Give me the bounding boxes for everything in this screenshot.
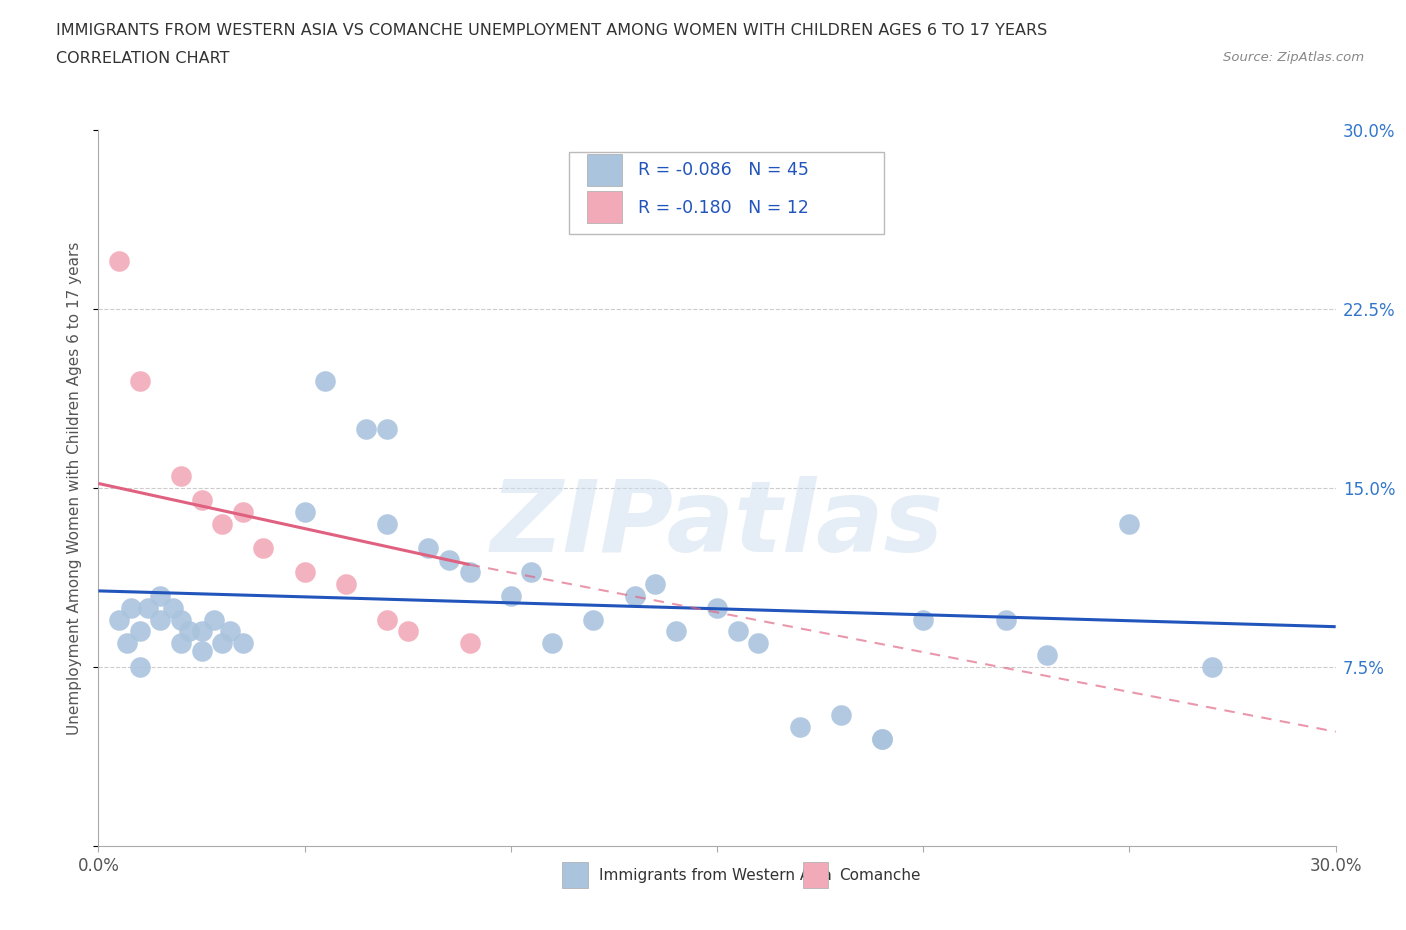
Point (128, 660, 150, 675)
Point (582, 612, 605, 627)
Point (356, 421, 378, 436)
Point (1201, 660, 1223, 675)
Point (541, 636, 564, 651)
Point (179, 624, 201, 639)
Text: Comanche: Comanche (839, 868, 921, 883)
Text: R = -0.180   N = 12: R = -0.180 N = 12 (638, 198, 808, 217)
Point (375, 612, 398, 627)
Point (396, 624, 419, 639)
Point (314, 374, 336, 389)
Point (108, 612, 131, 627)
Point (149, 612, 172, 627)
Point (149, 589, 172, 604)
Point (520, 565, 543, 579)
Point (727, 624, 749, 639)
Text: CORRELATION CHART: CORRELATION CHART (56, 51, 229, 66)
Point (789, 720, 811, 735)
Point (162, 600, 184, 615)
Point (190, 624, 212, 639)
Point (458, 565, 481, 579)
Point (375, 517, 398, 532)
Point (747, 636, 769, 651)
Point (294, 565, 316, 579)
Point (219, 624, 242, 639)
Point (375, 421, 398, 436)
Text: R = -0.086   N = 45: R = -0.086 N = 45 (638, 161, 808, 179)
Point (335, 577, 357, 591)
Point (294, 505, 316, 520)
Text: IMMIGRANTS FROM WESTERN ASIA VS COMANCHE UNEMPLOYMENT AMONG WOMEN WITH CHILDREN : IMMIGRANTS FROM WESTERN ASIA VS COMANCHE… (56, 23, 1047, 38)
Text: Immigrants from Western Asia: Immigrants from Western Asia (599, 868, 832, 883)
FancyBboxPatch shape (588, 191, 621, 223)
Point (830, 708, 852, 723)
Point (108, 254, 131, 269)
Point (128, 374, 150, 389)
Point (1118, 517, 1140, 532)
Point (623, 589, 645, 604)
Point (418, 540, 440, 555)
Text: ZIPatlas: ZIPatlas (491, 475, 943, 573)
Point (128, 624, 150, 639)
FancyBboxPatch shape (588, 153, 621, 186)
Point (458, 636, 481, 651)
Point (870, 732, 893, 747)
Y-axis label: Unemployment Among Women with Children Ages 6 to 17 years: Unemployment Among Women with Children A… (67, 242, 83, 735)
FancyBboxPatch shape (568, 152, 884, 234)
Point (190, 644, 212, 658)
Point (211, 517, 233, 532)
Point (117, 636, 139, 651)
Point (994, 612, 1017, 627)
Point (252, 540, 274, 555)
Point (644, 577, 666, 591)
Point (232, 505, 254, 520)
Point (211, 636, 233, 651)
Point (870, 732, 893, 747)
Point (120, 600, 142, 615)
Point (437, 552, 460, 567)
Point (665, 624, 688, 639)
Point (202, 612, 225, 627)
Point (170, 612, 193, 627)
Point (912, 612, 935, 627)
Point (499, 589, 522, 604)
Point (170, 636, 193, 651)
Point (706, 600, 728, 615)
Point (190, 493, 212, 508)
Point (136, 600, 159, 615)
Point (170, 469, 193, 484)
Point (232, 636, 254, 651)
Point (1036, 648, 1059, 663)
Text: Source: ZipAtlas.com: Source: ZipAtlas.com (1223, 51, 1364, 64)
